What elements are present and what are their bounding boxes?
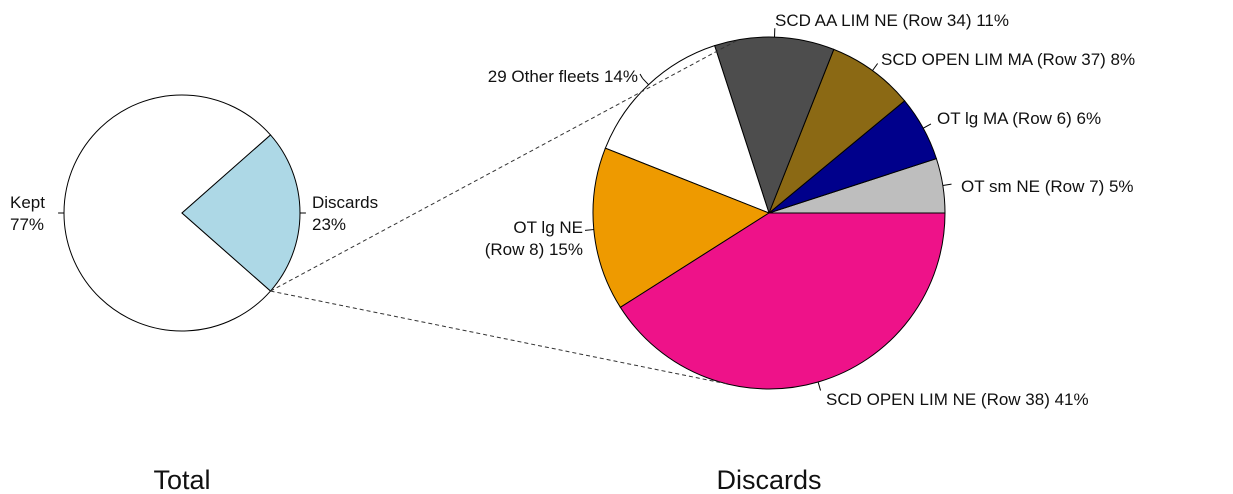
total-slice-1 [181,134,301,292]
discards-slice-label-5: OT lg NE [513,218,583,237]
discards-label-tick-0 [942,183,952,186]
discards-label-tick-1 [922,123,932,129]
discards-pie [592,36,946,390]
discards-slice-2 [768,48,906,214]
discards-pct-label: 23% [312,215,346,234]
discards-slice-label-1: OT lg MA (Row 6) 6% [937,109,1101,128]
connector-line-bottom [270,290,727,385]
discards-slice-label-5-line2: (Row 8) 15% [485,240,583,259]
discards-slice-label-3: SCD AA LIM NE (Row 34) 11% [775,11,1009,30]
discards-label-tick-4 [642,77,649,86]
discards-label-tick-5 [584,229,594,231]
zoom-connector-lines [270,39,739,385]
connector-line-top [270,39,739,292]
discards-label-tick-6 [817,381,822,391]
discards-label-tick-2 [872,63,879,71]
slice-labels: Kept 77% Discards 23% OT sm NE (Row 7) 5% OT … [10,11,1135,409]
discards-label: Discards [312,193,378,212]
discards-title: Discards [716,465,821,494]
other-fleets-leader-line [639,73,643,79]
discards-slice-label-6: SCD OPEN LIM NE (Row 38) 41% [826,390,1089,409]
kept-label: Kept [10,193,45,212]
total-title: Total [153,465,210,494]
discards-slice-label-0: OT sm NE (Row 7) 5% [961,177,1134,196]
discards-slice-label-4: 29 Other fleets 14% [488,67,638,86]
total-pie [63,94,301,332]
kept-pct-label: 77% [10,215,44,234]
discards-slice-4 [604,44,770,214]
discards-slice-label-2: SCD OPEN LIM MA (Row 37) 8% [881,50,1135,69]
